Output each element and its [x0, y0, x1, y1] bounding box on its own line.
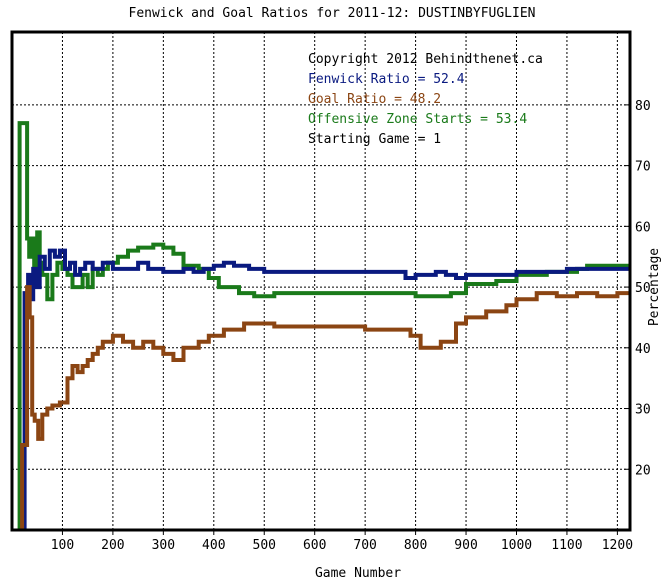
y-tick-label: 30: [635, 403, 651, 418]
legend-annotation: Goal Ratio = 48.2: [308, 92, 441, 107]
legend-annotations: Copyright 2012 Behindthenet.ca Fenwick Ra…: [308, 52, 543, 147]
x-tick-label: 1000: [501, 538, 532, 553]
x-tick-label: 500: [253, 538, 276, 553]
y-tick-label: 40: [635, 342, 651, 357]
y-tick-label: 70: [635, 160, 651, 175]
x-tick-label: 200: [101, 538, 124, 553]
x-axis-label: Game Number: [315, 566, 401, 580]
series-line-ozs: [17, 121, 630, 530]
y-tick-label: 20: [635, 463, 651, 478]
y-tick-label: 80: [635, 99, 651, 114]
x-tick-label: 900: [454, 538, 477, 553]
x-tick-label: 400: [202, 538, 225, 553]
y-axis-ticks: 20 30 40 50 60 70 80: [624, 99, 651, 478]
series-lines: [17, 121, 630, 530]
legend-annotation: Copyright 2012 Behindthenet.ca: [308, 52, 543, 67]
plot-border: [10, 30, 632, 532]
series-line-fenwick: [22, 248, 630, 530]
x-tick-label: 1200: [602, 538, 633, 553]
legend-annotation: Fenwick Ratio = 52.4: [308, 72, 465, 87]
series-line-goal: [20, 285, 630, 530]
x-tick-label: 300: [152, 538, 175, 553]
plot-area: [12, 32, 630, 530]
x-axis-ticks: 100 200 300 400 500 600 700 800 900 1000 1100 1200: [51, 530, 633, 553]
x-tick-label: 800: [404, 538, 427, 553]
x-tick-label: 700: [353, 538, 376, 553]
x-tick-label: 1100: [551, 538, 582, 553]
y-tick-label: 60: [635, 220, 651, 235]
y-axis-label: Percentage: [647, 248, 662, 326]
x-tick-label: 100: [51, 538, 74, 553]
chart-title: Fenwick and Goal Ratios for 2011-12: DUS…: [129, 6, 536, 21]
y-tick-label: 50: [635, 281, 651, 296]
legend-annotation: Offensive Zone Starts = 53.4: [308, 112, 527, 127]
legend-annotation: Starting Game = 1: [308, 132, 441, 147]
x-tick-label: 600: [303, 538, 326, 553]
